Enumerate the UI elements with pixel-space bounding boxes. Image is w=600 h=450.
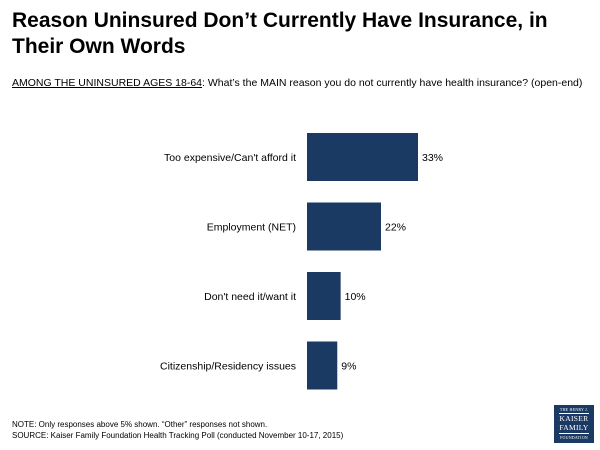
- logo-line-4: FOUNDATION: [560, 435, 588, 440]
- category-label-1: Employment (NET): [207, 222, 296, 234]
- footer: NOTE: Only responses above 5% shown. “Ot…: [12, 419, 343, 441]
- category-label-2: Don't need it/want it: [204, 291, 296, 303]
- bar-1: [307, 202, 381, 251]
- bar-0: [307, 133, 418, 181]
- bar-chart: Too expensive/Can't afford it 33% Employme…: [160, 133, 443, 390]
- chart-title: Reason Uninsured Don’t Currently Have In…: [12, 9, 548, 58]
- chart-subtitle: AMONG THE UNINSURED AGES 18-64: What’s t…: [12, 76, 592, 90]
- logo-line-3: FAMILY: [559, 422, 589, 432]
- footer-source: SOURCE: Kaiser Family Foundation Health …: [12, 431, 344, 440]
- subtitle-question: : What’s the MAIN reason you do not curr…: [202, 77, 583, 89]
- bar-3: [307, 341, 338, 390]
- subtitle-population: AMONG THE UNINSURED AGES 18-64: [12, 77, 203, 89]
- category-label-0: Too expensive/Can't afford it: [164, 152, 296, 164]
- footer-note: NOTE: Only responses above 5% shown. “Ot…: [12, 420, 268, 429]
- kff-logo: THE HENRY J. KAISER FAMILY FOUNDATION: [554, 405, 594, 443]
- value-label-3: 9%: [341, 361, 356, 373]
- value-label-0: 33%: [422, 152, 443, 164]
- value-label-1: 22%: [385, 222, 406, 234]
- category-label-3: Citizenship/Residency issues: [160, 361, 296, 373]
- value-label-2: 10%: [345, 291, 366, 303]
- logo-line-1: THE HENRY J.: [559, 407, 589, 412]
- logo-line-2: KAISER: [559, 414, 589, 423]
- bar-2: [307, 272, 341, 320]
